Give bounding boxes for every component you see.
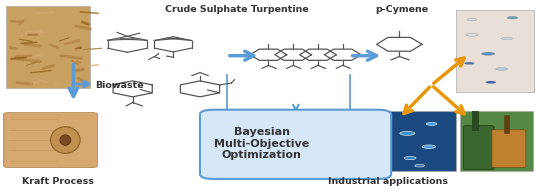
FancyBboxPatch shape [456,10,534,92]
Ellipse shape [400,132,415,135]
Ellipse shape [464,62,474,64]
Text: p-Cymene: p-Cymene [375,5,428,14]
Text: Bayesian
Multi-Objective
Optimization: Bayesian Multi-Objective Optimization [214,127,309,160]
Ellipse shape [485,81,496,83]
FancyBboxPatch shape [3,112,98,168]
Ellipse shape [507,17,518,19]
Ellipse shape [422,145,436,148]
FancyBboxPatch shape [460,111,533,171]
Ellipse shape [467,19,477,21]
Ellipse shape [496,68,508,70]
Ellipse shape [415,164,424,167]
Ellipse shape [426,122,437,125]
FancyBboxPatch shape [388,111,456,171]
FancyBboxPatch shape [463,126,494,170]
Ellipse shape [481,52,495,55]
Ellipse shape [404,157,416,160]
Ellipse shape [51,127,80,153]
FancyBboxPatch shape [6,6,90,88]
FancyBboxPatch shape [492,130,526,167]
Text: Crude Sulphate Turpentine: Crude Sulphate Turpentine [165,5,309,14]
Text: Biowaste: Biowaste [95,81,144,90]
Ellipse shape [466,33,478,36]
Text: Kraft Process: Kraft Process [22,177,94,186]
Ellipse shape [60,135,71,145]
FancyBboxPatch shape [200,110,391,179]
Ellipse shape [502,37,512,40]
Text: Industrial applications: Industrial applications [328,177,449,186]
